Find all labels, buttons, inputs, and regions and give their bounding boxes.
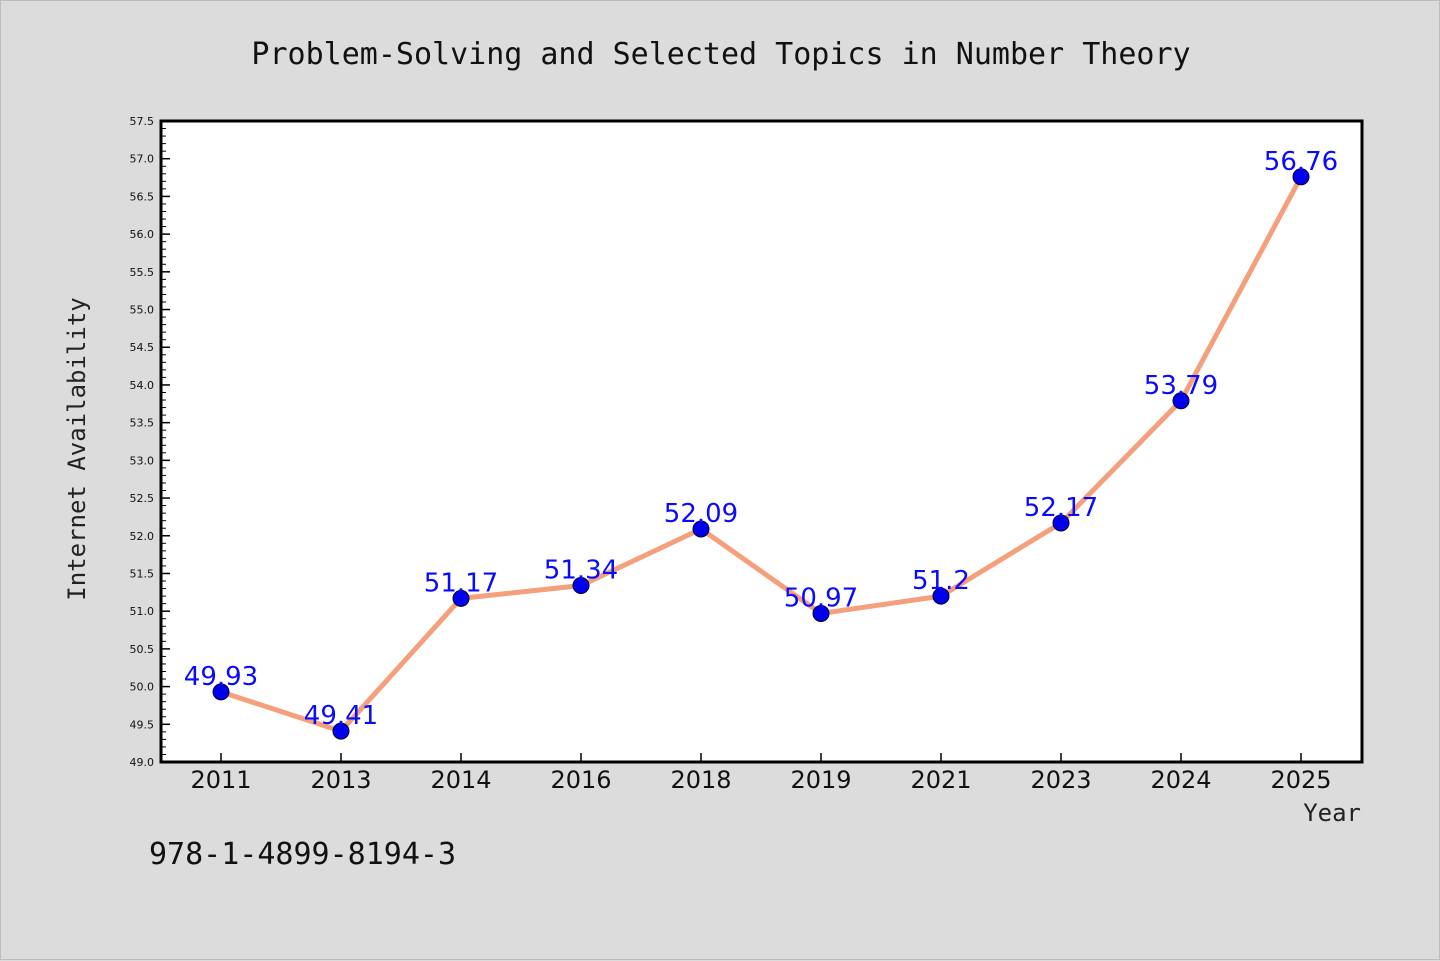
- x-tick-label: 2011: [190, 766, 251, 794]
- data-label: 53.79: [1144, 371, 1218, 401]
- x-tick-label: 2016: [550, 766, 611, 794]
- series: 49.93 49.41 51.17 51.34 52.09 50.97 51.2 52.17 5…: [184, 147, 1338, 740]
- series-line: [218, 174, 1304, 734]
- y-tick-label: 51.5: [130, 567, 155, 580]
- x-tick-label: 2019: [790, 766, 851, 794]
- y-tick-label: 56.5: [130, 190, 155, 203]
- y-tick-label: 52.5: [130, 492, 155, 505]
- data-label: 49.41: [304, 701, 378, 731]
- x-tick-label: 2024: [1150, 766, 1211, 794]
- data-point-marker: [812, 604, 830, 622]
- data-point-marker: [1052, 514, 1070, 532]
- y-tick-label: 51.0: [130, 605, 155, 618]
- x-tick-label: 2014: [430, 766, 491, 794]
- data-point-marker: [212, 683, 230, 701]
- data-point-marker: [932, 587, 950, 605]
- x-tick-label: 2018: [670, 766, 731, 794]
- y-tick-label: 57.5: [130, 115, 155, 128]
- y-tick-label: 55.0: [130, 304, 155, 317]
- y-tick-label: 49.0: [130, 756, 155, 769]
- x-axis: 2011 2013 2014 2016 2018 2019 2021 2023 2024 2025: [190, 753, 1332, 794]
- x-tick-label: 2013: [310, 766, 371, 794]
- y-tick-label: 55.5: [130, 266, 155, 279]
- y-tick-label: 54.0: [130, 379, 155, 392]
- y-tick-label: 49.5: [130, 718, 155, 731]
- data-label: 50.97: [784, 583, 858, 613]
- y-axis: 49.0 49.5 50.0 50.5 51.0 51.5 52.0 52.5 53.0 53.5…: [130, 115, 170, 769]
- x-tick-label: 2021: [910, 766, 971, 794]
- x-tick-label: 2023: [1030, 766, 1091, 794]
- x-tick-label: 2025: [1270, 766, 1331, 794]
- y-tick-label: 53.0: [130, 454, 155, 467]
- x-axis-label: Year: [1303, 799, 1361, 827]
- isbn-footnote: 978-1-4899-8194-3: [149, 837, 456, 872]
- plot-area: [159, 119, 1364, 764]
- y-tick-label: 50.5: [130, 643, 155, 656]
- y-tick-label: 56.0: [130, 228, 155, 241]
- data-point-marker: [452, 589, 470, 607]
- data-label: 52.09: [664, 499, 738, 529]
- y-axis-label: Internet Availability: [63, 297, 91, 600]
- data-label: 51.34: [544, 556, 618, 586]
- data-point-marker: [692, 520, 710, 538]
- y-tick-label: 53.5: [130, 417, 155, 430]
- y-tick-label: 54.5: [130, 341, 155, 354]
- y-tick-label: 50.0: [130, 681, 155, 694]
- data-point-marker: [332, 722, 350, 740]
- data-label: 51.2: [912, 566, 970, 596]
- data-point-marker: [1292, 168, 1310, 186]
- data-label: 51.17: [424, 568, 498, 598]
- y-tick-label: 57.0: [130, 153, 155, 166]
- data-label: 56.76: [1264, 147, 1338, 177]
- chart-title: Problem-Solving and Selected Topics in N…: [251, 37, 1190, 72]
- y-tick-label: 52.0: [130, 530, 155, 543]
- data-label: 49.93: [184, 662, 258, 692]
- data-point-marker: [1172, 392, 1190, 410]
- data-label: 52.17: [1024, 493, 1098, 523]
- data-point-marker: [572, 577, 590, 595]
